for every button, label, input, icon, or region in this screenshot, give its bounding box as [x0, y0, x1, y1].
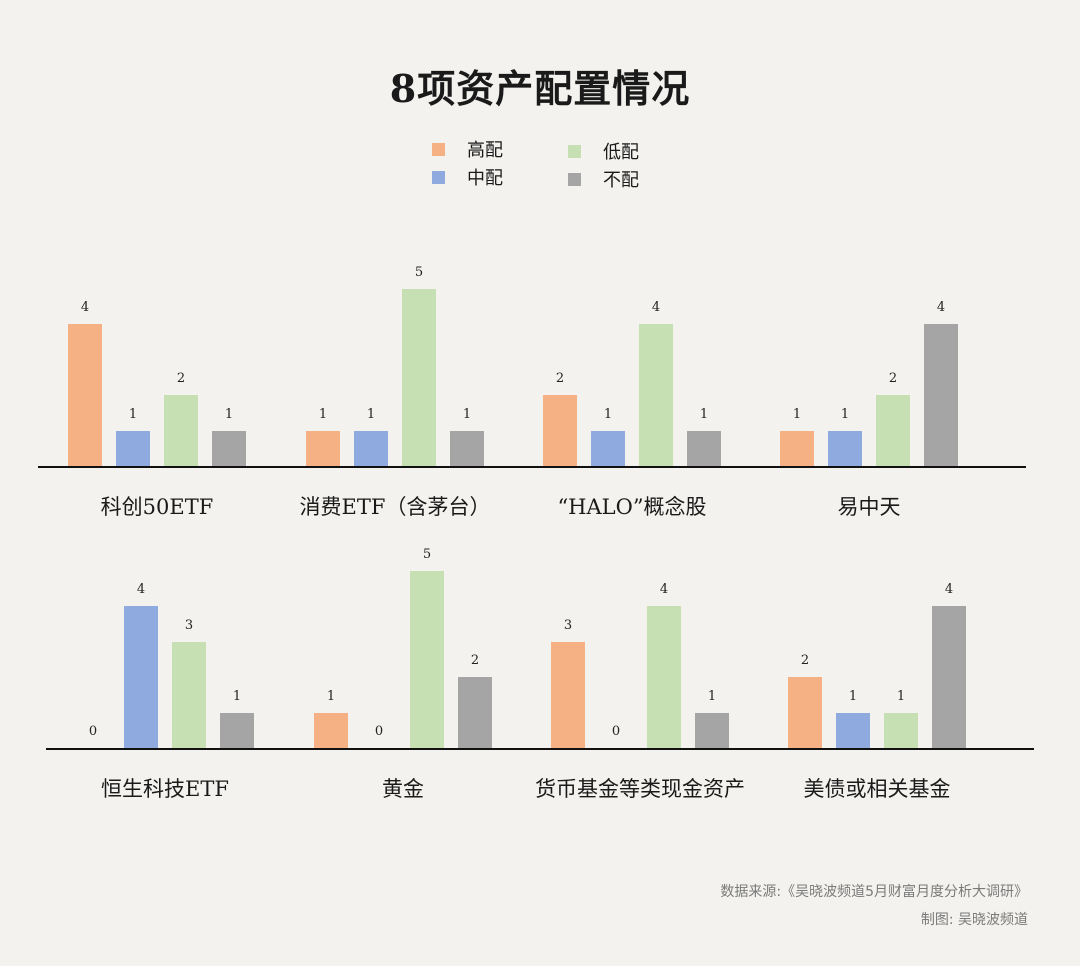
value-label-none-7: 4 [944, 582, 954, 597]
legend-label-low: 低配 [603, 142, 639, 163]
bar-none-4 [220, 712, 254, 748]
bar-low-6 [647, 606, 681, 748]
bar-mid-7 [836, 712, 870, 748]
category-label-3: 易中天 [837, 495, 901, 519]
category-label-2: “HALO”概念股 [557, 495, 707, 519]
bar-high-1 [306, 430, 340, 466]
value-label-none-5: 2 [470, 653, 480, 668]
bar-none-7 [932, 606, 966, 748]
value-label-high-0: 4 [80, 300, 90, 315]
value-label-mid-1: 1 [366, 406, 376, 422]
bar-low-4 [172, 641, 206, 748]
value-label-high-6: 3 [563, 617, 573, 633]
bar-none-6 [695, 712, 729, 748]
bar-low-7 [884, 712, 918, 748]
legend-item-mid: 中配 [432, 164, 503, 190]
bar-high-5 [314, 712, 348, 748]
value-label-mid-3: 1 [840, 406, 850, 422]
value-label-low-5: 5 [422, 546, 432, 562]
bar-low-0 [164, 395, 198, 466]
chart-panel-bottom: 0 4 3 1 恒生科技ETF 1 0 5 2 黄金 3 0 4 1 货币基金等类现金资产 2 1 1 4 美债或相关… [46, 530, 1034, 810]
value-label-high-3: 1 [792, 406, 802, 422]
bar-low-5 [410, 570, 444, 748]
chart-title: 8项资产配置情况 [389, 66, 691, 111]
value-label-mid-2: 1 [603, 406, 613, 422]
value-label-none-4: 1 [232, 688, 242, 704]
legend-item-high: 高配 [432, 136, 503, 162]
value-label-mid-7: 1 [848, 688, 858, 704]
value-label-low-7: 1 [896, 688, 906, 704]
bar-mid-0 [116, 430, 150, 466]
value-label-low-2: 4 [651, 300, 661, 315]
legend-label-mid: 中配 [467, 168, 503, 189]
bar-none-1 [450, 430, 484, 466]
value-label-mid-4: 4 [136, 582, 146, 597]
bar-high-2 [543, 395, 577, 466]
category-label-5: 黄金 [382, 777, 424, 801]
value-label-none-3: 4 [936, 300, 946, 315]
bar-none-0 [212, 430, 246, 466]
value-label-high-1: 1 [318, 406, 328, 422]
category-label-7: 美债或相关基金 [803, 777, 951, 801]
value-label-mid-6: 0 [611, 724, 621, 739]
value-label-high-7: 2 [800, 653, 810, 668]
legend-label-none: 不配 [603, 170, 639, 191]
value-label-mid-5: 0 [374, 724, 384, 739]
value-label-mid-0: 1 [128, 406, 138, 422]
value-label-none-1: 1 [462, 406, 472, 422]
value-label-none-6: 1 [707, 688, 717, 704]
bar-none-2 [687, 430, 721, 466]
value-label-low-1: 5 [414, 264, 424, 280]
value-label-low-0: 2 [176, 371, 186, 386]
bar-high-6 [551, 641, 585, 748]
value-label-high-5: 1 [326, 688, 336, 704]
legend-swatch-high [432, 142, 445, 156]
chart-baseline-bottom [46, 748, 1034, 750]
legend-item-low: 低配 [568, 138, 639, 164]
chart-panel-top: 4 1 2 1 科创50ETF 1 1 5 1 消费ETF（含茅台） 2 1 4 1 “HALO”概念股 1 1… [38, 250, 1026, 530]
bar-mid-3 [828, 430, 862, 466]
value-label-low-3: 2 [888, 371, 898, 386]
category-label-6: 货币基金等类现金资产 [535, 777, 745, 801]
value-label-high-4: 0 [88, 724, 98, 739]
legend-label-high: 高配 [467, 140, 503, 161]
bar-low-2 [639, 324, 673, 466]
bar-low-3 [876, 395, 910, 466]
bar-mid-4 [124, 606, 158, 748]
value-label-high-2: 2 [555, 371, 565, 386]
chart-baseline-top [38, 466, 1026, 468]
legend-swatch-none [568, 172, 581, 186]
value-label-low-4: 3 [184, 617, 194, 633]
bar-low-1 [402, 288, 436, 466]
category-label-4: 恒生科技ETF [101, 777, 229, 801]
legend-swatch-mid [432, 170, 445, 184]
bar-none-3 [924, 324, 958, 466]
category-label-0: 科创50ETF [100, 495, 214, 519]
bar-mid-2 [591, 430, 625, 466]
value-label-low-6: 4 [659, 582, 669, 597]
bar-none-5 [458, 677, 492, 748]
bar-mid-1 [354, 430, 388, 466]
legend-item-none: 不配 [568, 166, 639, 192]
bar-high-3 [780, 430, 814, 466]
chart-legend: 高配 中配 低配 不配 [430, 134, 670, 192]
value-label-none-2: 1 [699, 406, 709, 422]
source-note: 数据来源:《吴晓波频道5月财富月度分析大调研》 [720, 884, 1028, 900]
credit-note: 制图: 吴晓波频道 [920, 912, 1028, 928]
legend-swatch-low [568, 144, 581, 158]
category-label-1: 消费ETF（含茅台） [299, 495, 491, 519]
value-label-none-0: 1 [224, 406, 234, 422]
bar-high-7 [788, 677, 822, 748]
bar-high-0 [68, 324, 102, 466]
